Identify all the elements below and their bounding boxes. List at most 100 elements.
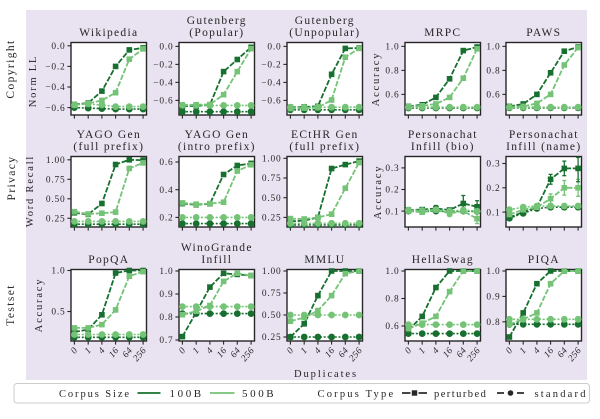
svg-text:4: 4 [431,346,442,356]
svg-text:Personachat: Personachat [408,129,478,141]
svg-text:0.6: 0.6 [385,91,399,101]
svg-text:1.0: 1.0 [51,267,65,277]
svg-text:0.6: 0.6 [385,322,399,332]
svg-text:0.8: 0.8 [486,318,500,328]
svg-text:1.0: 1.0 [385,43,399,53]
svg-text:Accuracy: Accuracy [34,278,45,333]
svg-text:1.0: 1.0 [486,43,500,53]
svg-text:0.75: 0.75 [46,176,66,186]
svg-text:Word Recall: Word Recall [25,155,36,227]
svg-text:Corpus Size: Corpus Size [59,389,131,400]
svg-text:0.50: 0.50 [262,311,282,321]
svg-text:1.0: 1.0 [385,267,399,277]
svg-text:0.25: 0.25 [46,215,66,225]
svg-text:1: 1 [518,346,529,356]
svg-text:0.0: 0.0 [159,43,173,53]
svg-text:(Popular): (Popular) [189,27,244,39]
svg-text:1.0: 1.0 [486,267,500,277]
svg-text:0.2: 0.2 [385,186,399,196]
svg-text:0: 0 [403,346,414,356]
svg-text:Infill (name): Infill (name) [506,141,581,153]
svg-text:0.2: 0.2 [159,214,173,224]
svg-text:(full prefix): (full prefix) [289,141,360,153]
svg-text:YAGO Gen: YAGO Gen [77,129,141,141]
svg-text:0.4: 0.4 [159,186,173,196]
svg-text:1.00: 1.00 [46,156,66,166]
svg-text:1.0: 1.0 [159,267,173,277]
svg-text:4: 4 [97,346,108,356]
svg-text:−0.2: −0.2 [153,61,173,71]
svg-text:Infill: Infill [201,254,232,266]
svg-text:HellaSwag: HellaSwag [412,254,474,266]
svg-text:1: 1 [417,346,428,356]
svg-text:4: 4 [532,346,543,356]
svg-text:Accuracy: Accuracy [373,165,384,220]
svg-text:0: 0 [504,346,515,356]
svg-text:Infill (bio): Infill (bio) [411,141,475,153]
svg-text:YAGO Gen: YAGO Gen [185,129,249,141]
svg-text:100B: 100B [170,388,204,400]
svg-text:0.5: 0.5 [51,308,65,318]
svg-text:PopQA: PopQA [88,254,129,266]
svg-text:0.7: 0.7 [159,336,173,346]
svg-text:ECtHR Gen: ECtHR Gen [291,129,359,141]
svg-text:Corpus Type: Corpus Type [318,389,396,400]
svg-text:−0.4: −0.4 [45,83,65,93]
svg-text:Accuracy: Accuracy [371,52,382,107]
svg-text:0.8: 0.8 [385,67,399,77]
svg-text:0.25: 0.25 [262,214,282,224]
svg-text:Gutenberg: Gutenberg [187,15,247,27]
svg-text:0: 0 [177,346,188,356]
svg-text:1.00: 1.00 [262,155,282,165]
svg-text:(full prefix): (full prefix) [73,141,144,153]
svg-text:0.3: 0.3 [486,160,500,170]
svg-text:0.8: 0.8 [385,295,399,305]
svg-text:0.25: 0.25 [262,333,282,343]
svg-text:0.50: 0.50 [46,195,66,205]
svg-text:0.2: 0.2 [486,184,500,194]
svg-text:Norm LL: Norm LL [28,55,39,108]
svg-text:Privacy: Privacy [6,156,18,201]
svg-text:0.0: 0.0 [267,43,281,53]
svg-text:500B: 500B [242,388,276,400]
svg-text:Duplicates: Duplicates [294,369,358,380]
svg-text:perturbed: perturbed [434,389,487,400]
svg-text:WinoGrande: WinoGrande [181,242,253,254]
svg-text:0: 0 [285,346,296,356]
svg-text:−0.4: −0.4 [261,79,281,89]
svg-text:1: 1 [299,346,310,356]
svg-text:0: 0 [69,346,80,356]
svg-text:0.9: 0.9 [486,293,500,303]
svg-text:−0.6: −0.6 [45,104,65,114]
svg-text:0.8: 0.8 [159,313,173,323]
svg-text:Copyright: Copyright [5,39,17,98]
svg-text:−0.2: −0.2 [261,61,281,71]
svg-text:0.75: 0.75 [262,289,282,299]
svg-text:0.50: 0.50 [262,194,282,204]
svg-text:1: 1 [191,346,202,356]
svg-text:0.6: 0.6 [486,91,500,101]
svg-text:PIQA: PIQA [528,254,560,266]
svg-text:−0.6: −0.6 [153,97,173,107]
svg-text:0.75: 0.75 [262,174,282,184]
svg-text:1.00: 1.00 [262,267,282,277]
svg-text:Gutenberg: Gutenberg [295,15,355,27]
svg-text:0.1: 0.1 [486,208,500,218]
svg-text:0.9: 0.9 [159,290,173,300]
svg-text:−0.4: −0.4 [153,79,173,89]
svg-text:−0.6: −0.6 [261,97,281,107]
svg-text:1: 1 [83,346,94,356]
svg-text:standard: standard [535,389,588,400]
svg-text:0.3: 0.3 [385,164,399,174]
svg-text:0.0: 0.0 [51,42,65,52]
svg-text:MMLU: MMLU [304,254,345,266]
svg-text:(intro prefix): (intro prefix) [178,141,256,153]
svg-text:Personachat: Personachat [509,129,579,141]
svg-text:0.6: 0.6 [159,158,173,168]
svg-text:−0.2: −0.2 [45,63,65,73]
svg-text:Testset: Testset [5,284,17,326]
svg-text:PAWS: PAWS [526,27,561,39]
svg-text:4: 4 [313,346,324,356]
svg-text:MRPC: MRPC [424,27,461,39]
svg-text:(Unpopular): (Unpopular) [289,27,360,39]
